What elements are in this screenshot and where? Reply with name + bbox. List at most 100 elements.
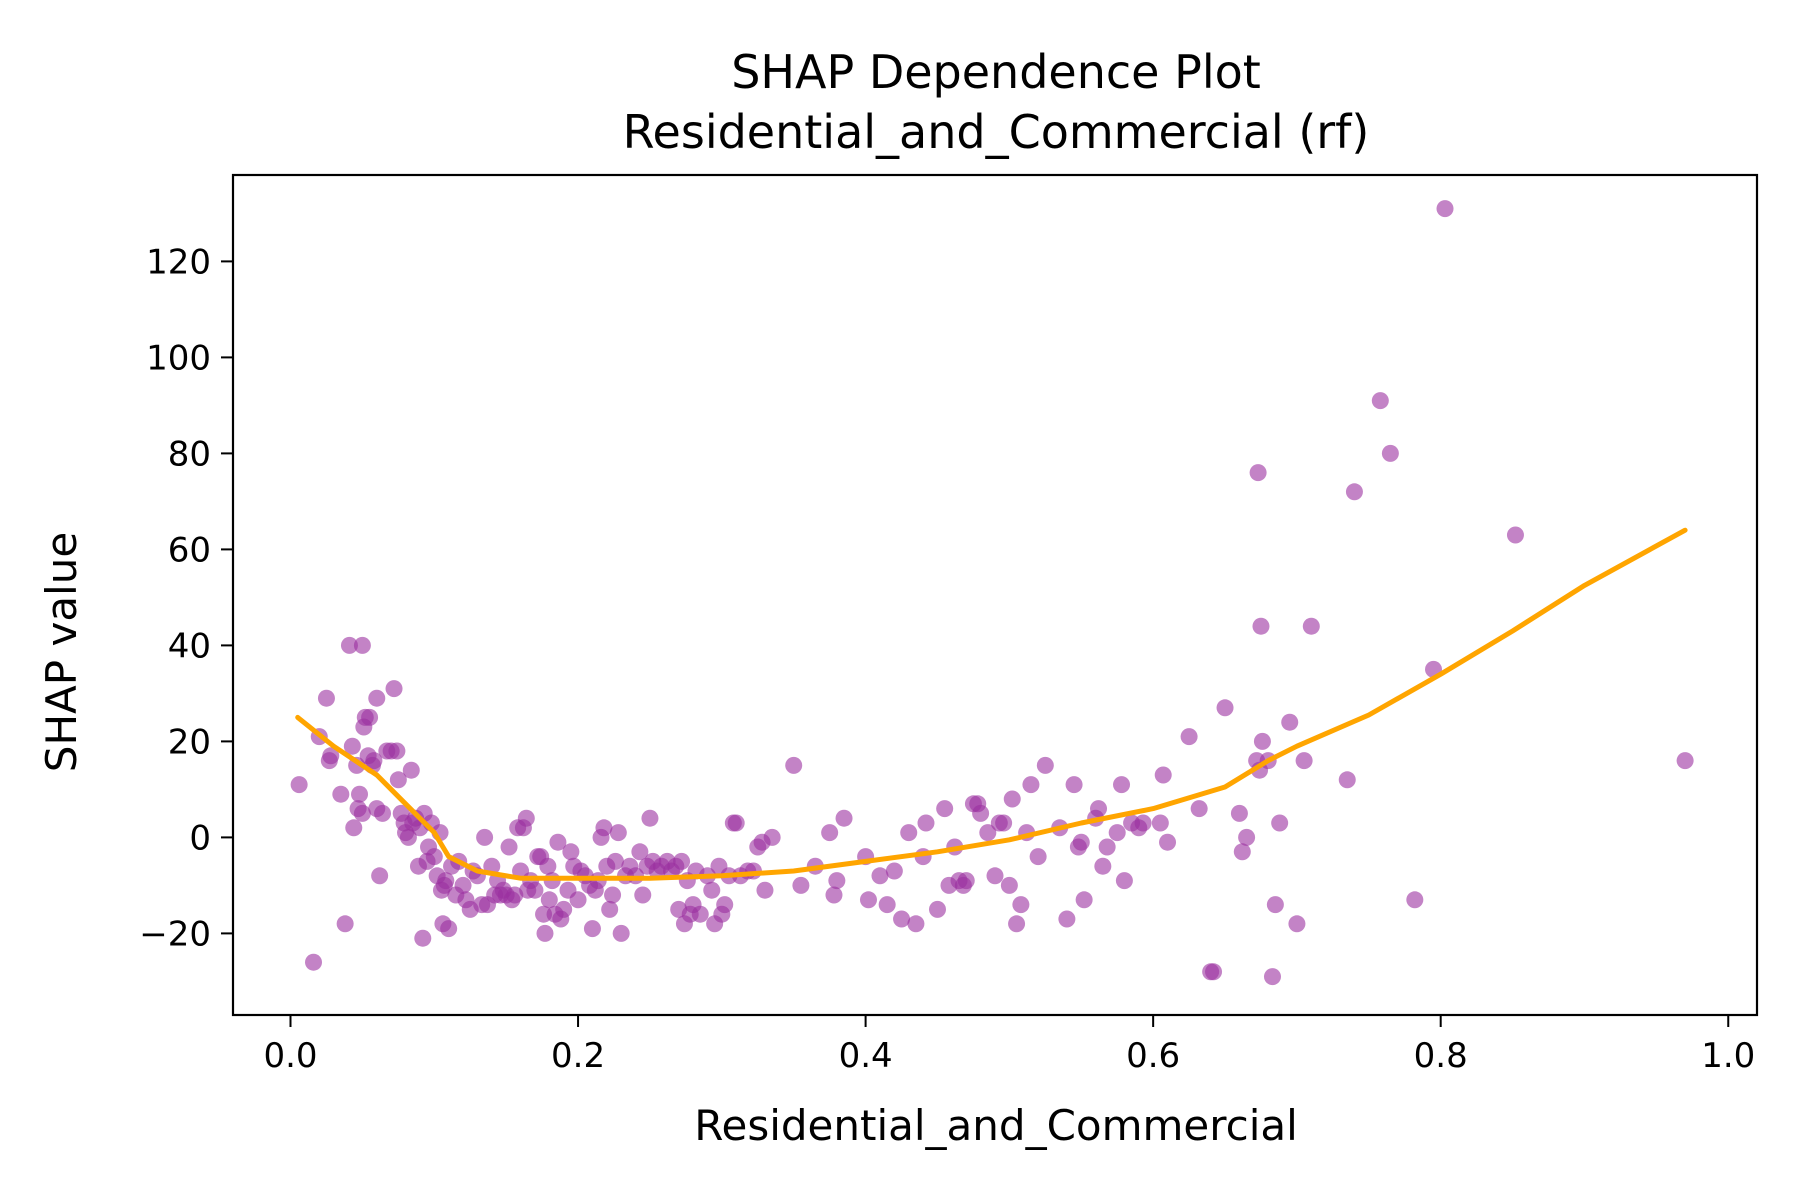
data-point bbox=[555, 900, 573, 918]
data-point bbox=[1338, 771, 1356, 789]
data-point bbox=[371, 867, 389, 885]
data-point bbox=[825, 886, 843, 904]
data-point bbox=[1022, 776, 1040, 794]
y-tick-label: 80 bbox=[168, 434, 211, 474]
data-point bbox=[1000, 876, 1018, 894]
data-point bbox=[673, 852, 691, 870]
data-point bbox=[1180, 728, 1198, 746]
data-point bbox=[756, 881, 774, 899]
data-point bbox=[1159, 833, 1177, 851]
data-point bbox=[385, 680, 403, 698]
y-tick-label: 0 bbox=[189, 818, 211, 858]
data-point bbox=[631, 843, 649, 861]
data-point bbox=[1115, 872, 1133, 890]
data-point bbox=[1436, 200, 1454, 218]
data-point bbox=[634, 886, 652, 904]
scatter-points bbox=[290, 200, 1694, 986]
data-point bbox=[828, 872, 846, 890]
data-point bbox=[604, 886, 622, 904]
data-point bbox=[500, 838, 518, 856]
data-point bbox=[365, 752, 383, 770]
data-point bbox=[995, 814, 1013, 832]
data-point bbox=[389, 771, 407, 789]
data-point bbox=[878, 896, 896, 914]
data-point bbox=[1302, 617, 1320, 635]
data-point bbox=[368, 689, 386, 707]
data-point bbox=[792, 876, 810, 894]
x-tick-label: 0.2 bbox=[551, 1036, 605, 1076]
data-point bbox=[871, 867, 889, 885]
data-point bbox=[402, 761, 420, 779]
plot-frame bbox=[231, 173, 1759, 1017]
y-tick-label: 100 bbox=[146, 338, 211, 378]
data-point bbox=[1094, 857, 1112, 875]
data-point bbox=[763, 828, 781, 846]
data-point bbox=[476, 828, 494, 846]
data-point bbox=[716, 896, 734, 914]
data-point bbox=[540, 891, 558, 909]
data-point bbox=[549, 833, 567, 851]
data-point bbox=[374, 804, 392, 822]
data-point bbox=[1345, 483, 1363, 501]
data-point bbox=[1065, 776, 1083, 794]
data-point bbox=[641, 809, 659, 827]
data-point bbox=[606, 852, 624, 870]
data-point bbox=[353, 804, 371, 822]
data-point bbox=[612, 924, 630, 942]
data-point bbox=[1288, 915, 1306, 933]
x-tick-label: 0.0 bbox=[263, 1036, 317, 1076]
data-point bbox=[539, 857, 557, 875]
data-point bbox=[583, 920, 601, 938]
data-point bbox=[1506, 526, 1524, 544]
data-point bbox=[1676, 752, 1694, 770]
data-point bbox=[351, 785, 369, 803]
data-point bbox=[345, 819, 363, 837]
data-point bbox=[290, 776, 308, 794]
x-axis-label: Residential_and_Commercial bbox=[694, 1101, 1298, 1150]
data-point bbox=[562, 843, 580, 861]
data-point bbox=[1012, 896, 1030, 914]
data-point bbox=[1090, 800, 1108, 818]
data-point bbox=[569, 891, 587, 909]
y-tick-label: 40 bbox=[168, 626, 211, 666]
data-point bbox=[322, 747, 340, 765]
data-point bbox=[885, 862, 903, 880]
data-point bbox=[893, 910, 911, 928]
data-point bbox=[388, 742, 406, 760]
data-point bbox=[340, 636, 358, 654]
data-point bbox=[526, 881, 544, 899]
data-point bbox=[414, 929, 432, 947]
chart-title: SHAP Dependence Plot bbox=[731, 45, 1261, 99]
data-point bbox=[1075, 891, 1093, 909]
y-axis-ticks: −20 0 20 40 60 80 100 120 bbox=[139, 242, 233, 954]
data-point bbox=[609, 824, 627, 842]
data-point bbox=[1134, 814, 1152, 832]
data-point bbox=[1252, 617, 1270, 635]
data-point bbox=[907, 915, 925, 933]
data-point bbox=[1371, 392, 1389, 410]
data-point bbox=[305, 953, 323, 971]
data-point bbox=[343, 737, 361, 755]
data-point bbox=[353, 636, 371, 654]
data-point bbox=[703, 881, 721, 899]
data-point bbox=[1072, 833, 1090, 851]
data-point bbox=[1036, 756, 1054, 774]
data-point bbox=[1205, 963, 1223, 981]
data-point bbox=[506, 886, 524, 904]
data-point bbox=[1058, 910, 1076, 928]
data-point bbox=[957, 872, 975, 890]
data-point bbox=[1003, 790, 1021, 808]
data-point bbox=[1295, 752, 1313, 770]
data-point bbox=[691, 905, 709, 923]
y-axis-label: SHAP value bbox=[37, 532, 86, 772]
data-point bbox=[785, 756, 803, 774]
y-tick-label: 60 bbox=[168, 530, 211, 570]
data-point bbox=[1271, 814, 1289, 832]
data-point bbox=[821, 824, 839, 842]
data-point bbox=[1263, 968, 1281, 986]
data-point bbox=[727, 814, 745, 832]
data-point bbox=[601, 900, 619, 918]
data-point bbox=[336, 915, 354, 933]
